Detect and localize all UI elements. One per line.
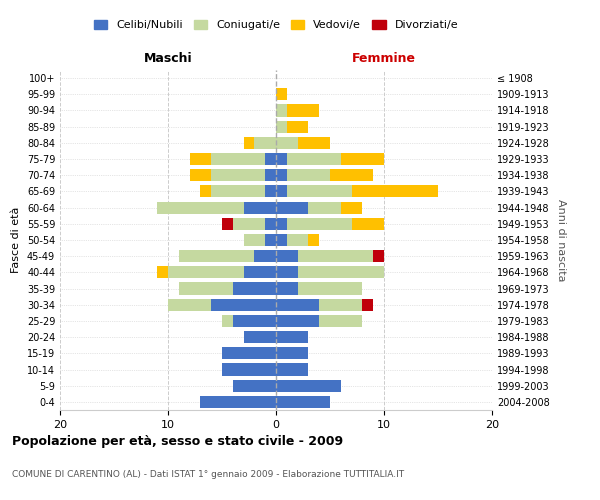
Bar — [298, 282, 362, 294]
Bar — [179, 282, 233, 294]
Bar — [222, 218, 233, 230]
Bar — [276, 380, 341, 392]
Bar — [276, 153, 287, 165]
Bar — [308, 234, 319, 246]
Bar — [265, 169, 276, 181]
Bar — [265, 218, 276, 230]
Bar — [265, 153, 276, 165]
Bar — [222, 348, 276, 360]
Bar — [362, 298, 373, 311]
Bar — [276, 120, 287, 132]
Bar — [287, 169, 330, 181]
Bar — [276, 186, 287, 198]
Bar — [276, 348, 308, 360]
Bar — [287, 186, 352, 198]
Y-axis label: Anni di nascita: Anni di nascita — [556, 198, 566, 281]
Bar — [244, 202, 276, 213]
Bar — [287, 234, 308, 246]
Bar — [211, 186, 265, 198]
Bar — [276, 315, 319, 327]
Bar — [276, 218, 287, 230]
Text: Maschi: Maschi — [143, 52, 193, 65]
Bar — [319, 315, 362, 327]
Bar — [276, 169, 287, 181]
Bar — [233, 282, 276, 294]
Bar — [276, 331, 308, 343]
Bar — [168, 266, 244, 278]
Bar — [298, 250, 373, 262]
Bar — [157, 266, 168, 278]
Text: COMUNE DI CARENTINO (AL) - Dati ISTAT 1° gennaio 2009 - Elaborazione TUTTITALIA.: COMUNE DI CARENTINO (AL) - Dati ISTAT 1°… — [12, 470, 404, 479]
Bar — [265, 234, 276, 246]
Bar — [179, 250, 254, 262]
Bar — [276, 88, 287, 101]
Bar — [341, 202, 362, 213]
Bar — [190, 153, 211, 165]
Bar — [211, 169, 265, 181]
Bar — [276, 298, 319, 311]
Bar — [341, 153, 384, 165]
Bar — [276, 202, 308, 213]
Bar — [244, 266, 276, 278]
Bar — [190, 169, 211, 181]
Bar — [200, 396, 276, 408]
Bar — [352, 218, 384, 230]
Bar — [222, 315, 233, 327]
Bar — [211, 298, 276, 311]
Bar — [276, 250, 298, 262]
Bar — [287, 153, 341, 165]
Bar — [276, 266, 298, 278]
Bar — [298, 137, 330, 149]
Bar — [319, 298, 362, 311]
Bar — [168, 298, 211, 311]
Bar — [244, 234, 265, 246]
Bar — [308, 202, 341, 213]
Bar — [211, 153, 265, 165]
Bar — [276, 104, 287, 117]
Bar — [373, 250, 384, 262]
Bar — [200, 186, 211, 198]
Bar — [254, 137, 276, 149]
Bar — [233, 315, 276, 327]
Bar — [276, 364, 308, 376]
Bar — [265, 186, 276, 198]
Bar — [254, 250, 276, 262]
Legend: Celibi/Nubili, Coniugati/e, Vedovi/e, Divorziati/e: Celibi/Nubili, Coniugati/e, Vedovi/e, Di… — [89, 16, 463, 35]
Bar — [330, 169, 373, 181]
Bar — [352, 186, 438, 198]
Bar — [276, 396, 330, 408]
Bar — [233, 218, 265, 230]
Bar — [244, 137, 254, 149]
Bar — [287, 218, 352, 230]
Bar — [287, 104, 319, 117]
Bar — [276, 234, 287, 246]
Bar — [276, 282, 298, 294]
Bar — [233, 380, 276, 392]
Text: Femmine: Femmine — [352, 52, 416, 65]
Y-axis label: Fasce di età: Fasce di età — [11, 207, 21, 273]
Bar — [298, 266, 384, 278]
Bar — [157, 202, 244, 213]
Bar — [244, 331, 276, 343]
Bar — [287, 120, 308, 132]
Bar — [222, 364, 276, 376]
Bar — [276, 137, 298, 149]
Text: Popolazione per età, sesso e stato civile - 2009: Popolazione per età, sesso e stato civil… — [12, 435, 343, 448]
